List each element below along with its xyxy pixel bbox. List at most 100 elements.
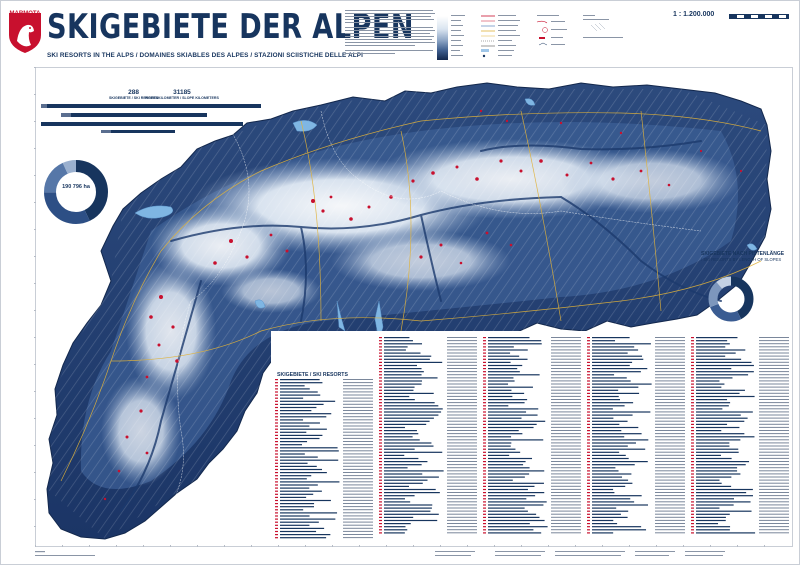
index-entry-values	[447, 532, 477, 534]
index-entry-number	[379, 467, 382, 469]
index-entry-name	[384, 442, 432, 444]
index-entry-name	[488, 529, 534, 531]
index-entry-name	[384, 414, 439, 416]
index-entry-name	[696, 377, 733, 379]
index-entry-number	[483, 451, 486, 453]
elevation-legend-bar	[437, 16, 448, 60]
index-entry-number	[483, 386, 486, 388]
index-entry-name	[488, 485, 535, 487]
index-entry-values	[759, 464, 789, 466]
index-entry-name	[280, 400, 336, 402]
index-entry-name	[488, 405, 509, 407]
scale-bar	[729, 14, 789, 19]
index-entry-name	[592, 501, 635, 503]
index-entry-number	[691, 405, 694, 407]
index-entry-name	[280, 450, 339, 452]
index-entry-name	[384, 423, 427, 425]
index-entry-name	[592, 529, 647, 531]
index-entry-name	[384, 476, 439, 478]
index-entry-values	[343, 413, 373, 415]
index-entry-number	[483, 454, 486, 456]
index-entry-number	[275, 524, 278, 526]
index-entry-values	[759, 519, 789, 521]
index-entry-values	[759, 340, 789, 342]
index-entry-number	[587, 485, 590, 487]
index-entry-values	[343, 524, 373, 526]
index-entry-values	[655, 337, 685, 338]
index-entry-values	[551, 364, 581, 366]
area-donut-chart	[44, 160, 108, 224]
index-entry-values	[447, 451, 477, 453]
index-entry-name	[280, 534, 331, 536]
index-entry-number	[483, 476, 486, 478]
index-entry-number	[483, 405, 486, 407]
index-entry-number	[275, 428, 278, 430]
index-entry-number	[691, 355, 694, 357]
index-entry-name	[696, 436, 755, 438]
index-entry-name	[592, 346, 635, 348]
index-entry-number	[379, 445, 382, 447]
index-entry-values	[759, 374, 789, 376]
index-entry-values	[343, 503, 373, 504]
index-entry-number	[587, 346, 590, 348]
index-entry-number	[587, 516, 590, 518]
index-entry-name	[592, 516, 628, 518]
index-entry-number	[587, 433, 590, 435]
index-entry-name	[384, 371, 424, 373]
index-entry-name	[592, 430, 622, 432]
index-entry-number	[379, 448, 382, 450]
index-entry-number	[587, 352, 590, 354]
index-entry-values	[447, 346, 477, 348]
index-entry-name	[384, 352, 421, 354]
index-entry-number	[379, 498, 382, 500]
index-entry-number	[275, 503, 278, 505]
index-entry-values	[655, 411, 685, 413]
index-entry-values	[551, 488, 581, 490]
index-entry-name	[696, 340, 728, 342]
index-entry-name	[696, 389, 745, 391]
index-entry-values	[343, 472, 373, 473]
index-entry-values	[551, 337, 581, 338]
index-entry-name	[488, 519, 545, 522]
index-entry-values	[655, 386, 685, 388]
index-entry-values	[551, 380, 581, 382]
scale-label: 1 : 1.200.000	[673, 11, 715, 18]
index-entry-name	[592, 507, 617, 509]
index-entry-values	[759, 383, 789, 385]
index-entry-name	[696, 355, 726, 357]
index-entry-number	[275, 459, 278, 461]
index-entry-name	[696, 492, 747, 494]
index-entry-name	[696, 519, 726, 522]
index-entry-number	[275, 403, 278, 405]
index-entry-number	[691, 430, 694, 432]
index-entry-values	[655, 445, 685, 447]
index-entry-values	[447, 374, 477, 376]
index-entry-number	[483, 488, 486, 491]
index-entry-name	[592, 470, 619, 472]
index-entry-name	[592, 420, 628, 422]
index-entry-number	[587, 492, 590, 494]
index-entry-number	[483, 461, 486, 463]
index-entry-values	[759, 485, 789, 487]
index-entry-number	[275, 456, 278, 458]
index-entry-values	[551, 355, 581, 357]
index-entry-values	[655, 488, 685, 490]
index-entry-values	[551, 408, 581, 410]
index-entry-number	[483, 411, 486, 413]
index-entry-values	[343, 496, 373, 498]
index-entry-number	[691, 386, 694, 388]
index-entry-values	[551, 457, 581, 459]
index-entry-values	[759, 473, 789, 475]
index-entry-number	[379, 349, 382, 351]
index-entry-number	[275, 475, 278, 477]
index-entry-number	[691, 374, 694, 376]
index-entry-name	[696, 454, 721, 456]
index-entry-number	[483, 374, 486, 376]
index-entry-values	[447, 361, 477, 363]
index-entry-name	[488, 454, 510, 456]
index-entry-name	[696, 386, 722, 388]
index-entry-name	[592, 399, 621, 401]
index-entry-name	[592, 402, 634, 404]
km-stat: 31185 PISTENKILOMETER / SLOPE KILOMETERS	[145, 89, 219, 100]
index-entry-name	[384, 408, 443, 410]
